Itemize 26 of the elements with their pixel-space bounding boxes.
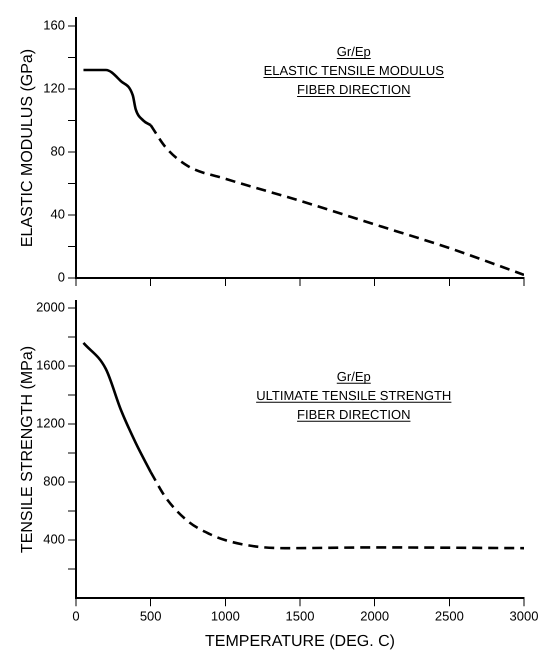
- x-tick-label: 1500: [286, 608, 314, 624]
- y-tick-label: 80: [50, 144, 65, 159]
- y-axis-title: TENSILE STRENGTH (MPa): [19, 346, 36, 554]
- annotation: FIBER DIRECTION: [297, 82, 410, 97]
- x-tick-label: 0: [72, 608, 80, 624]
- y-tick-label: 2000: [36, 300, 65, 315]
- x-tick-label: 2000: [360, 608, 390, 624]
- x-tick-label: 2500: [434, 608, 464, 624]
- y-axis-title: ELASTIC MODULUS (GPa): [19, 48, 36, 248]
- y-tick-label: 1600: [36, 358, 65, 373]
- y-tick-label: 800: [43, 474, 65, 489]
- x-tick-label: 3000: [510, 608, 538, 624]
- annotation: Gr/Ep: [336, 368, 371, 384]
- annotation: ULTIMATE TENSILE STRENGTH: [256, 388, 452, 403]
- y-tick-label: 40: [50, 206, 65, 222]
- x-axis-title: TEMPERATURE (DEG. C): [205, 632, 395, 650]
- y-tick-label: 120: [43, 80, 65, 96]
- y-tick-label: 160: [43, 17, 65, 32]
- x-tick-label: 1000: [210, 608, 240, 624]
- annotation: ELASTIC TENSILE MODULUS: [264, 63, 444, 78]
- x-tick-label: 500: [140, 608, 162, 624]
- annotation: FIBER DIRECTION: [297, 406, 410, 422]
- y-tick-label: 0: [58, 270, 65, 285]
- y-tick-label: 400: [43, 532, 65, 547]
- annotation: Gr/Ep: [336, 44, 371, 59]
- y-tick-label: 1200: [36, 416, 65, 431]
